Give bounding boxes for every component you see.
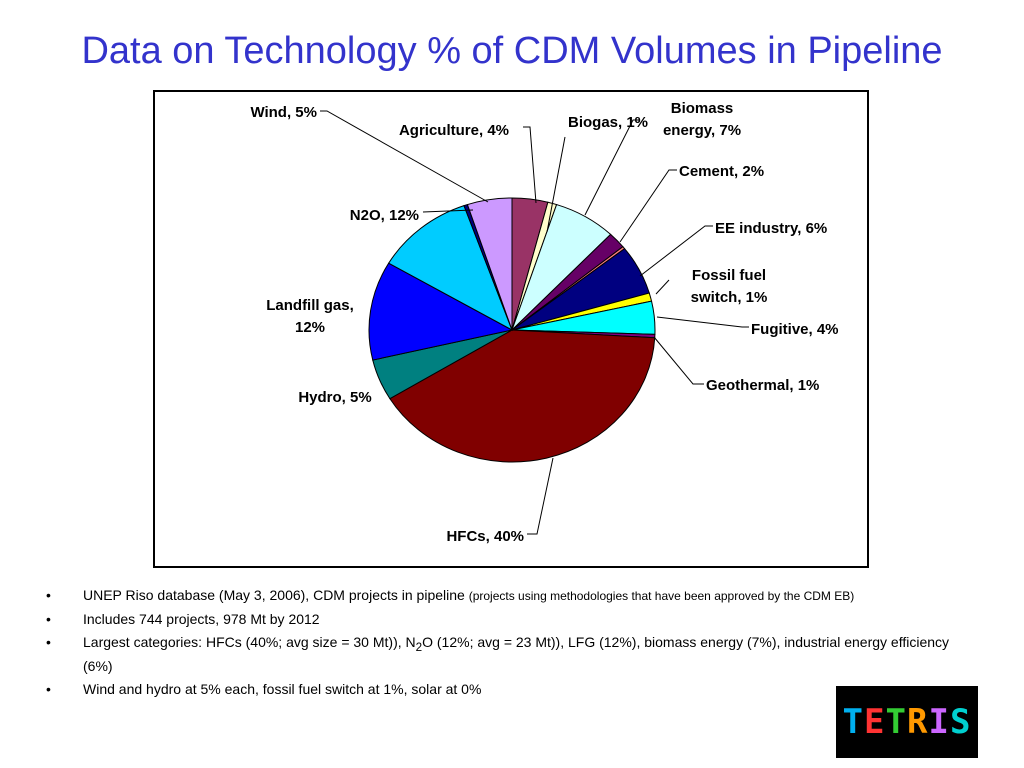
notes-list: UNEP Riso database (May 3, 2006), CDM pr…: [46, 586, 976, 703]
note-largest-a: Largest categories: HFCs (40%; avg size …: [83, 634, 416, 650]
note-source: UNEP Riso database (May 3, 2006), CDM pr…: [46, 586, 976, 605]
leader-line-biogas: [546, 136, 566, 233]
pie-label-hfcs: HFCs, 40%: [446, 528, 524, 545]
note-source-detail: (projects using methodologies that have …: [468, 589, 855, 603]
pie-label-n2o: N2O, 12%: [350, 207, 419, 224]
logo-letter-2: E: [864, 702, 886, 742]
pie-label-wind: Wind, 5%: [250, 104, 317, 121]
leader-line-ee-industry: [639, 225, 713, 277]
note-largest-b: O (12%; avg = 23 Mt)), LFG (12%), biomas…: [83, 634, 950, 674]
leader-line-hfcs: [527, 457, 554, 535]
pie-label-agriculture: Agriculture, 4%: [399, 122, 509, 139]
pie-slice-wind: [466, 197, 513, 331]
leader-line-wind: [320, 110, 489, 203]
leader-line-fossil-fuel-switch: [655, 279, 670, 295]
pie-chart: Agriculture, 4% Biogas, 1% Biomass energy, …: [250, 100, 839, 545]
logo-letter-3: T: [885, 702, 907, 742]
leader-line-agriculture: [523, 126, 537, 204]
chart-frame: Agriculture, 4% Biogas, 1% Biomass energy, …: [153, 90, 869, 568]
note-source-main: UNEP Riso database (May 3, 2006), CDM pr…: [83, 587, 469, 603]
note-wind-hydro: Wind and hydro at 5% each, fossil fuel s…: [46, 680, 976, 698]
pie-label-ee-industry: EE industry, 6%: [715, 220, 827, 237]
pie-slice-n2o: [387, 205, 513, 332]
leader-line-cement: [619, 169, 677, 243]
pie-label-hydro: Hydro, 5%: [298, 389, 371, 406]
slide-title: Data on Technology % of CDM Volumes in P…: [81, 30, 943, 72]
logo-letter-5: I: [928, 702, 950, 742]
pie-label-biomass-energy: Biomass energy, 7%: [663, 100, 741, 139]
tetris-logo: TETRIS: [836, 686, 978, 758]
note-largest-categories: Largest categories: HFCs (40%; avg size …: [46, 633, 976, 675]
pie-label-biogas: Biogas, 1%: [568, 114, 648, 131]
leader-line-biomass-energy: [584, 119, 640, 216]
tetris-logo-text: TETRIS: [836, 686, 978, 758]
logo-letter-6: S: [949, 702, 972, 742]
leader-line-fugitive: [656, 316, 749, 328]
pie-slice-landfill-gas: [368, 262, 514, 361]
pie-label-cement: Cement, 2%: [679, 163, 764, 180]
note-largest-sub: 2: [415, 640, 423, 654]
pie-label-geothermal: Geothermal, 1%: [706, 377, 819, 394]
pie-label-fossil-fuel-switch: Fossil fuel switch, 1%: [691, 267, 768, 306]
pie-label-landfill-gas: Landfill gas, 12%: [266, 297, 354, 336]
logo-letter-1: T: [842, 702, 865, 742]
leader-line-geothermal: [653, 336, 704, 385]
leader-line-n2o: [422, 209, 474, 213]
logo-letter-4: R: [907, 702, 929, 742]
note-projects: Includes 744 projects, 978 Mt by 2012: [46, 610, 976, 628]
pie-label-fugitive: Fugitive, 4%: [751, 321, 839, 338]
pie-slice-hfcs: [389, 329, 656, 463]
